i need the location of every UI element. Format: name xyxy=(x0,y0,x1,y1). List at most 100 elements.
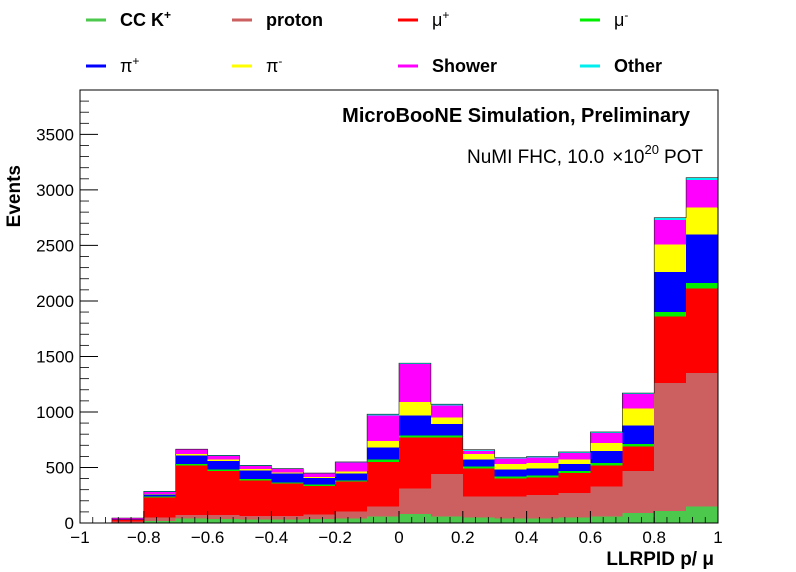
bar-4-11 xyxy=(430,424,463,436)
y-tick-label: 1000 xyxy=(36,403,74,422)
bar-0-16 xyxy=(590,516,623,523)
bar-3-5 xyxy=(239,479,272,481)
histogram-bars xyxy=(80,177,719,524)
x-tick-label: −0.2 xyxy=(318,528,352,547)
bar-0-19 xyxy=(686,506,718,523)
subtitle-exponent: 20 xyxy=(644,142,658,157)
bar-7-16 xyxy=(590,431,623,434)
legend: CC K+ proton μ+ μ-π+ π- Shower Other xyxy=(86,8,662,76)
x-tick-label: −0.4 xyxy=(255,528,289,547)
bar-2-8 xyxy=(335,481,368,512)
bar-6-2 xyxy=(143,491,176,495)
bar-3-16 xyxy=(590,463,623,466)
bar-6-5 xyxy=(239,465,272,470)
bar-0-5 xyxy=(239,519,272,523)
bar-3-11 xyxy=(430,435,463,438)
y-tick-label: 3000 xyxy=(36,181,74,200)
legend-entry-1: proton xyxy=(232,10,323,30)
bar-6-4 xyxy=(207,455,240,460)
bar-3-10 xyxy=(399,435,431,438)
x-tick-label: 0.4 xyxy=(515,528,539,547)
bar-3-19 xyxy=(686,283,718,289)
bar-6-11 xyxy=(430,405,463,418)
bar-2-5 xyxy=(239,480,272,516)
bar-5-8 xyxy=(335,471,368,474)
bar-0-7 xyxy=(303,519,336,523)
bar-0-9 xyxy=(367,516,399,523)
bar-0-12 xyxy=(462,517,495,523)
bar-3-8 xyxy=(335,480,368,482)
bar-2-1 xyxy=(111,519,144,522)
bar-5-7 xyxy=(303,476,336,479)
bar-4-6 xyxy=(271,473,304,483)
bar-5-13 xyxy=(494,464,527,470)
bar-1-8 xyxy=(335,511,368,519)
bar-3-2 xyxy=(143,496,176,498)
bar-4-2 xyxy=(143,494,176,497)
bar-2-15 xyxy=(558,473,591,494)
bar-3-17 xyxy=(622,444,655,447)
bar-6-18 xyxy=(654,219,687,245)
axes: −1 −0.8 −0.6 −0.4 −0.2 0 0.2 0.4 0.6 0.8 1 0 500 1000… xyxy=(36,89,723,547)
bar-5-18 xyxy=(654,244,687,273)
bar-6-6 xyxy=(271,469,304,473)
bar-6-7 xyxy=(303,473,336,477)
y-tick-label: 0 xyxy=(65,514,74,533)
bar-4-17 xyxy=(622,425,655,445)
y-axis-label: Events xyxy=(4,165,25,227)
bar-4-18 xyxy=(654,272,687,313)
bar-2-4 xyxy=(207,470,240,516)
legend-entry-5: π- xyxy=(232,54,282,76)
bar-0-6 xyxy=(271,519,304,523)
bar-0-10 xyxy=(399,514,431,523)
bar-1-1 xyxy=(111,521,144,523)
bar-7-12 xyxy=(462,449,495,451)
bar-0-8 xyxy=(335,518,368,523)
legend-label: π+ xyxy=(120,54,139,76)
bar-5-19 xyxy=(686,207,718,235)
bar-5-15 xyxy=(558,459,591,465)
bar-7-15 xyxy=(558,451,591,454)
series-3 xyxy=(143,283,718,498)
bar-3-9 xyxy=(367,459,399,462)
bar-3-12 xyxy=(462,466,495,469)
bar-1-11 xyxy=(430,474,463,517)
bar-7-19 xyxy=(686,177,718,180)
subtitle-times: ×10 xyxy=(612,147,644,168)
bar-5-3 xyxy=(175,454,208,456)
subtitle-unit: POT xyxy=(664,147,703,168)
bar-0-18 xyxy=(654,510,687,523)
bar-2-18 xyxy=(654,316,687,384)
bar-0-4 xyxy=(207,519,240,523)
chart-title: MicroBooNE Simulation, Preliminary xyxy=(342,105,691,127)
bar-1-16 xyxy=(590,486,623,517)
bar-1-13 xyxy=(494,496,527,519)
bar-7-14 xyxy=(526,456,559,458)
bar-2-13 xyxy=(494,478,527,497)
bar-6-12 xyxy=(462,450,495,455)
bar-1-5 xyxy=(239,515,272,520)
bar-6-9 xyxy=(367,415,399,441)
bar-2-17 xyxy=(622,446,655,471)
bar-3-18 xyxy=(654,312,687,317)
bar-1-7 xyxy=(303,514,336,520)
bar-7-11 xyxy=(430,404,463,406)
bar-0-14 xyxy=(526,518,559,523)
chart-subtitle: NuMI FHC, 10.0 ×1020 POT xyxy=(467,142,703,168)
bar-4-10 xyxy=(399,415,431,436)
series-5 xyxy=(143,207,718,495)
bar-1-9 xyxy=(367,506,399,517)
series-4 xyxy=(111,234,718,520)
bar-0-13 xyxy=(494,518,527,523)
legend-entry-3: μ- xyxy=(580,8,628,30)
y-tick-label: 1500 xyxy=(36,347,74,366)
bar-3-14 xyxy=(526,475,559,478)
bar-5-2 xyxy=(143,494,176,495)
bar-5-12 xyxy=(462,454,495,460)
legend-entry-6: Shower xyxy=(398,56,497,76)
bar-0-11 xyxy=(430,516,463,523)
x-axis-label: LLRPID p/ μ xyxy=(606,549,714,570)
bar-1-19 xyxy=(686,373,718,507)
bar-6-17 xyxy=(622,394,655,409)
